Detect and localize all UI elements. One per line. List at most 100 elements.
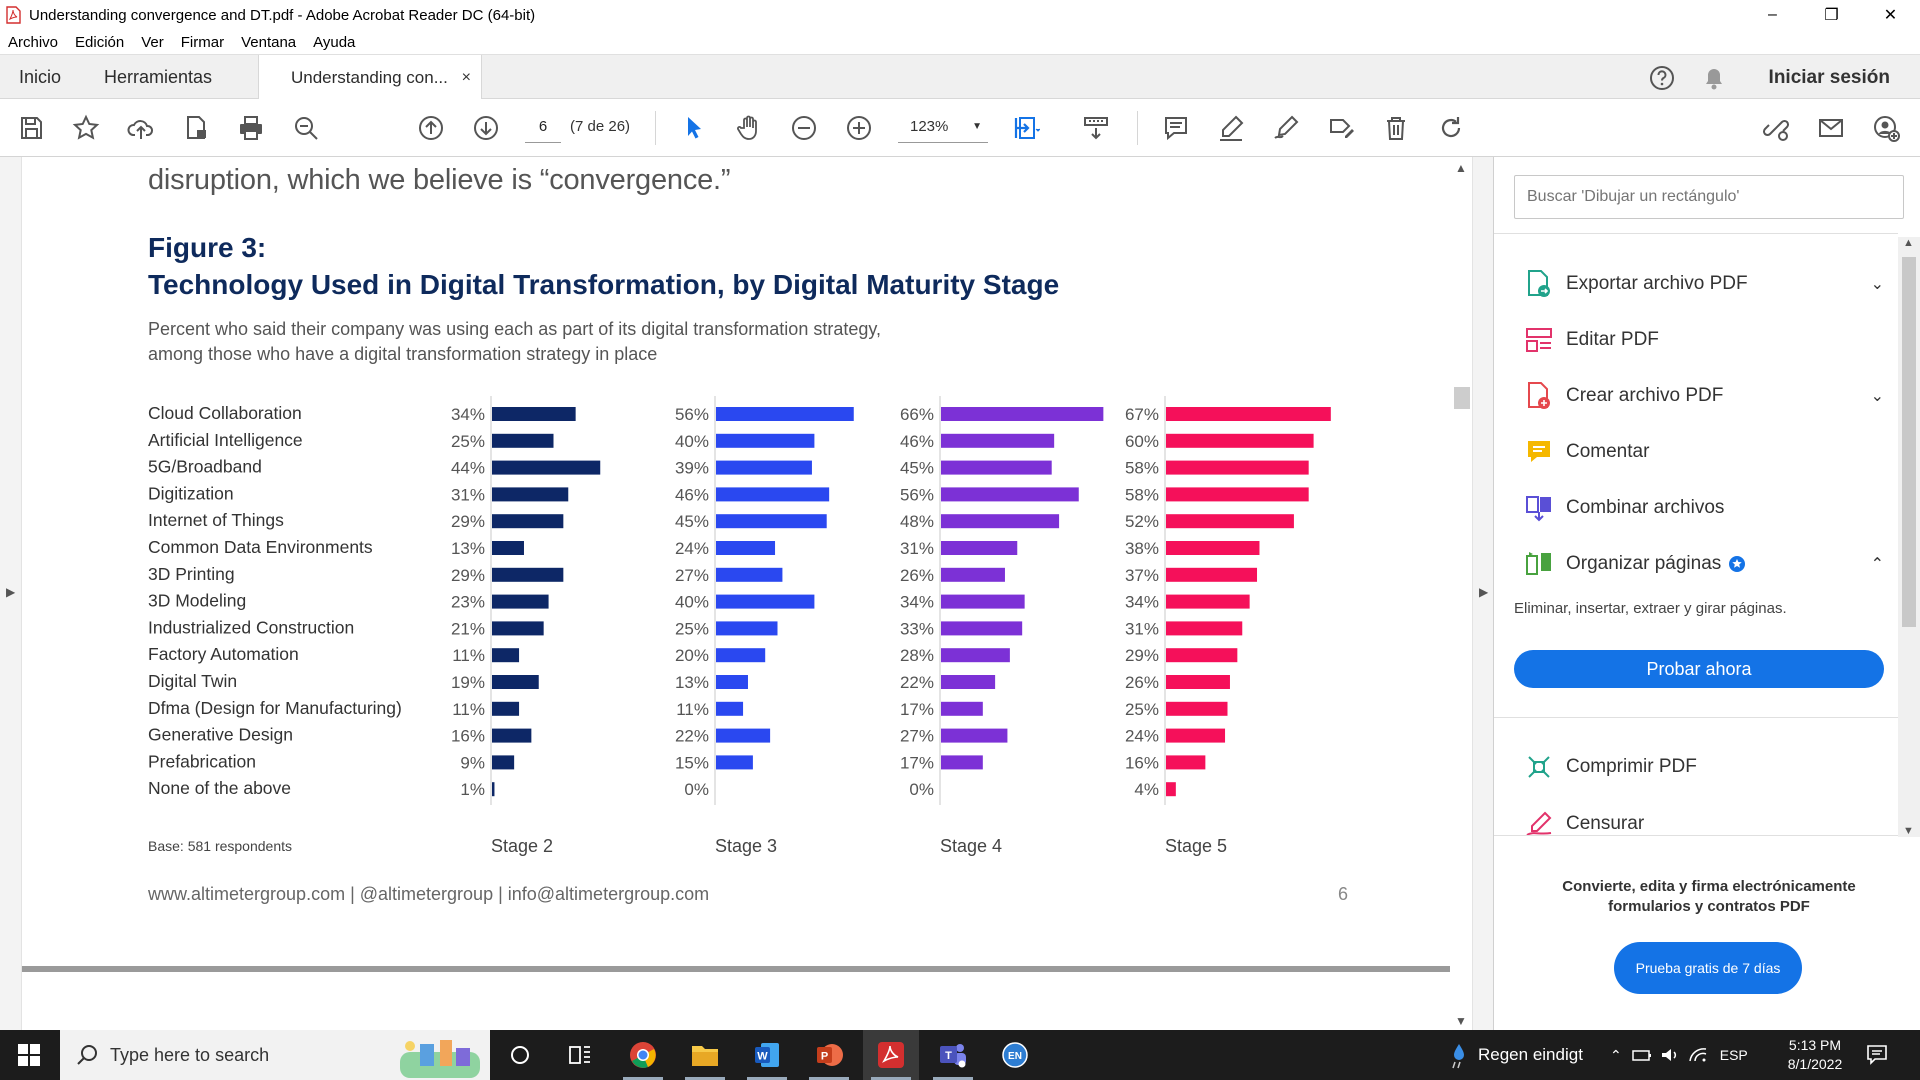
bar <box>492 567 564 582</box>
tab-document[interactable]: Understanding con... × <box>258 55 482 100</box>
document-viewer[interactable] <box>0 157 1493 1030</box>
tool-combine-files[interactable]: Combinar archivos <box>1524 488 1894 528</box>
comment-tool-icon <box>1524 437 1554 467</box>
bar <box>941 407 1104 421</box>
scrollbar-thumb[interactable] <box>1454 387 1470 409</box>
zoom-out-icon[interactable] <box>788 112 820 144</box>
save-icon[interactable] <box>15 112 47 144</box>
scroll-down-icon[interactable]: ▼ <box>1455 1014 1467 1028</box>
tools-search-input[interactable] <box>1514 175 1904 219</box>
email-icon[interactable] <box>1815 112 1847 144</box>
tool-comment[interactable]: Comentar <box>1524 432 1894 472</box>
panel-scrollbar[interactable]: ▲ ▼ <box>1898 237 1920 837</box>
print-icon[interactable] <box>235 112 267 144</box>
category-label: 3D Modeling <box>148 591 246 611</box>
tab-tools[interactable]: Herramientas <box>104 67 213 87</box>
tool-edit-pdf[interactable]: Editar PDF <box>1524 320 1894 360</box>
bookmark-star-icon[interactable] <box>70 112 102 144</box>
taskbar-file-explorer[interactable] <box>677 1030 733 1080</box>
fit-page-icon[interactable] <box>1010 112 1042 144</box>
delete-icon[interactable] <box>1380 112 1412 144</box>
bar <box>716 433 815 448</box>
keyboard-language[interactable]: ESP <box>1719 1047 1748 1063</box>
taskbar-chrome[interactable] <box>615 1030 671 1080</box>
scroll-up-icon[interactable]: ▲ <box>1455 161 1467 175</box>
notification-bell-icon[interactable] <box>1701 64 1727 92</box>
comment-icon[interactable] <box>1160 112 1192 144</box>
try-now-button[interactable]: Probar ahora <box>1514 650 1884 688</box>
weather-widget[interactable]: Regen eindigt <box>1450 1030 1583 1080</box>
chevron-down-icon[interactable]: ⌄ <box>1870 388 1884 405</box>
taskbar-powerpoint[interactable]: P <box>801 1030 857 1080</box>
menu-ayuda[interactable]: Ayuda <box>313 33 356 51</box>
restore-button[interactable]: ❐ <box>1824 7 1839 24</box>
menu-edicion[interactable]: Edición <box>75 33 125 51</box>
tool-redact[interactable]: Censurar <box>1524 804 1894 844</box>
previous-page-icon[interactable] <box>415 112 447 144</box>
help-icon[interactable] <box>1648 64 1676 92</box>
chevron-up-icon[interactable]: ⌃ <box>1870 556 1884 573</box>
tray-expand-icon[interactable]: ⌃ <box>1610 1046 1622 1063</box>
minimize-button[interactable]: – <box>1768 6 1777 23</box>
volume-icon[interactable] <box>1660 1047 1680 1063</box>
wifi-icon[interactable] <box>1688 1047 1708 1063</box>
notification-center-icon[interactable] <box>1866 1043 1888 1065</box>
zoom-in-icon[interactable] <box>843 112 875 144</box>
taskbar-teams[interactable]: T <box>925 1030 981 1080</box>
next-page-icon[interactable] <box>470 112 502 144</box>
clock-time: 5:13 PM <box>1788 1037 1842 1053</box>
collapse-right-icon[interactable]: ▶ <box>1479 585 1489 599</box>
menu-archivo[interactable]: Archivo <box>8 33 59 51</box>
scroll-down-icon[interactable]: ▼ <box>1903 825 1914 837</box>
scrollbar-thumb[interactable] <box>1902 257 1916 627</box>
taskbar-language-app[interactable]: EN <box>987 1030 1043 1080</box>
chevron-down-icon[interactable]: ⌄ <box>1870 276 1884 293</box>
task-view-icon-button[interactable] <box>552 1030 608 1080</box>
task-view-button[interactable] <box>492 1030 548 1080</box>
cloud-upload-icon[interactable] <box>125 112 157 144</box>
document-scrollbar[interactable]: ▲ ▼ <box>1450 157 1472 1030</box>
menu-ventana[interactable]: Ventana <box>241 33 297 51</box>
highlight-pen-icon[interactable] <box>1215 112 1247 144</box>
bar <box>492 433 554 448</box>
zoom-search-icon[interactable] <box>290 112 322 144</box>
expand-left-icon[interactable]: ▶ <box>6 585 16 599</box>
rotate-icon[interactable] <box>1435 112 1467 144</box>
free-trial-button[interactable]: Prueba gratis de 7 días <box>1614 942 1802 994</box>
scroll-mode-icon[interactable] <box>1080 112 1112 144</box>
zoom-level-select[interactable]: 123% ▼ <box>898 111 988 143</box>
left-panel-toggle[interactable]: ▶ <box>0 157 22 1030</box>
select-cursor-icon[interactable] <box>678 112 710 144</box>
sign-pen-icon[interactable] <box>1270 112 1302 144</box>
close-window-button[interactable]: ✕ <box>1883 7 1898 24</box>
battery-icon[interactable] <box>1631 1047 1652 1063</box>
clock[interactable]: 5:13 PM 8/1/2022 <box>1770 1036 1860 1074</box>
menu-firmar[interactable]: Firmar <box>180 33 225 51</box>
share-link-icon[interactable] <box>1760 112 1792 144</box>
bar <box>716 755 753 770</box>
start-button[interactable] <box>0 1030 58 1080</box>
tool-export-pdf[interactable]: Exportar archivo PDF ⌄ <box>1524 264 1894 304</box>
tab-bar: Inicio Herramientas Understanding con...… <box>0 54 1920 100</box>
data-label: 40% <box>675 593 709 612</box>
scroll-up-icon[interactable]: ▲ <box>1903 237 1914 249</box>
add-user-icon[interactable] <box>1870 112 1902 144</box>
document-security-icon[interactable] <box>180 112 212 144</box>
right-panel-toggle[interactable]: ▶ <box>1472 157 1494 1030</box>
tool-compress-pdf[interactable]: Comprimir PDF <box>1524 747 1894 787</box>
taskbar-word[interactable]: W <box>739 1030 795 1080</box>
tab-home[interactable]: Inicio <box>19 67 62 87</box>
data-label: 67% <box>1125 405 1159 424</box>
tool-create-pdf[interactable]: Crear archivo PDF ⌄ <box>1524 376 1894 416</box>
organize-pages-description: Eliminar, insertar, extraer y girar pági… <box>1514 600 1787 617</box>
sign-in-link[interactable]: Iniciar sesión <box>1768 66 1890 88</box>
taskbar-acrobat[interactable] <box>863 1030 919 1080</box>
page-number-input[interactable]: 6 <box>525 111 561 143</box>
taskbar-search-box[interactable]: Type here to search <box>60 1030 490 1080</box>
menu-ver[interactable]: Ver <box>141 33 164 51</box>
fill-sign-icon[interactable] <box>1325 112 1357 144</box>
tool-organize-pages[interactable]: Organizar páginas ⌃ <box>1524 544 1894 584</box>
hand-tool-icon[interactable] <box>733 112 765 144</box>
data-label: 52% <box>1125 512 1159 531</box>
close-tab-icon[interactable]: × <box>461 68 471 86</box>
